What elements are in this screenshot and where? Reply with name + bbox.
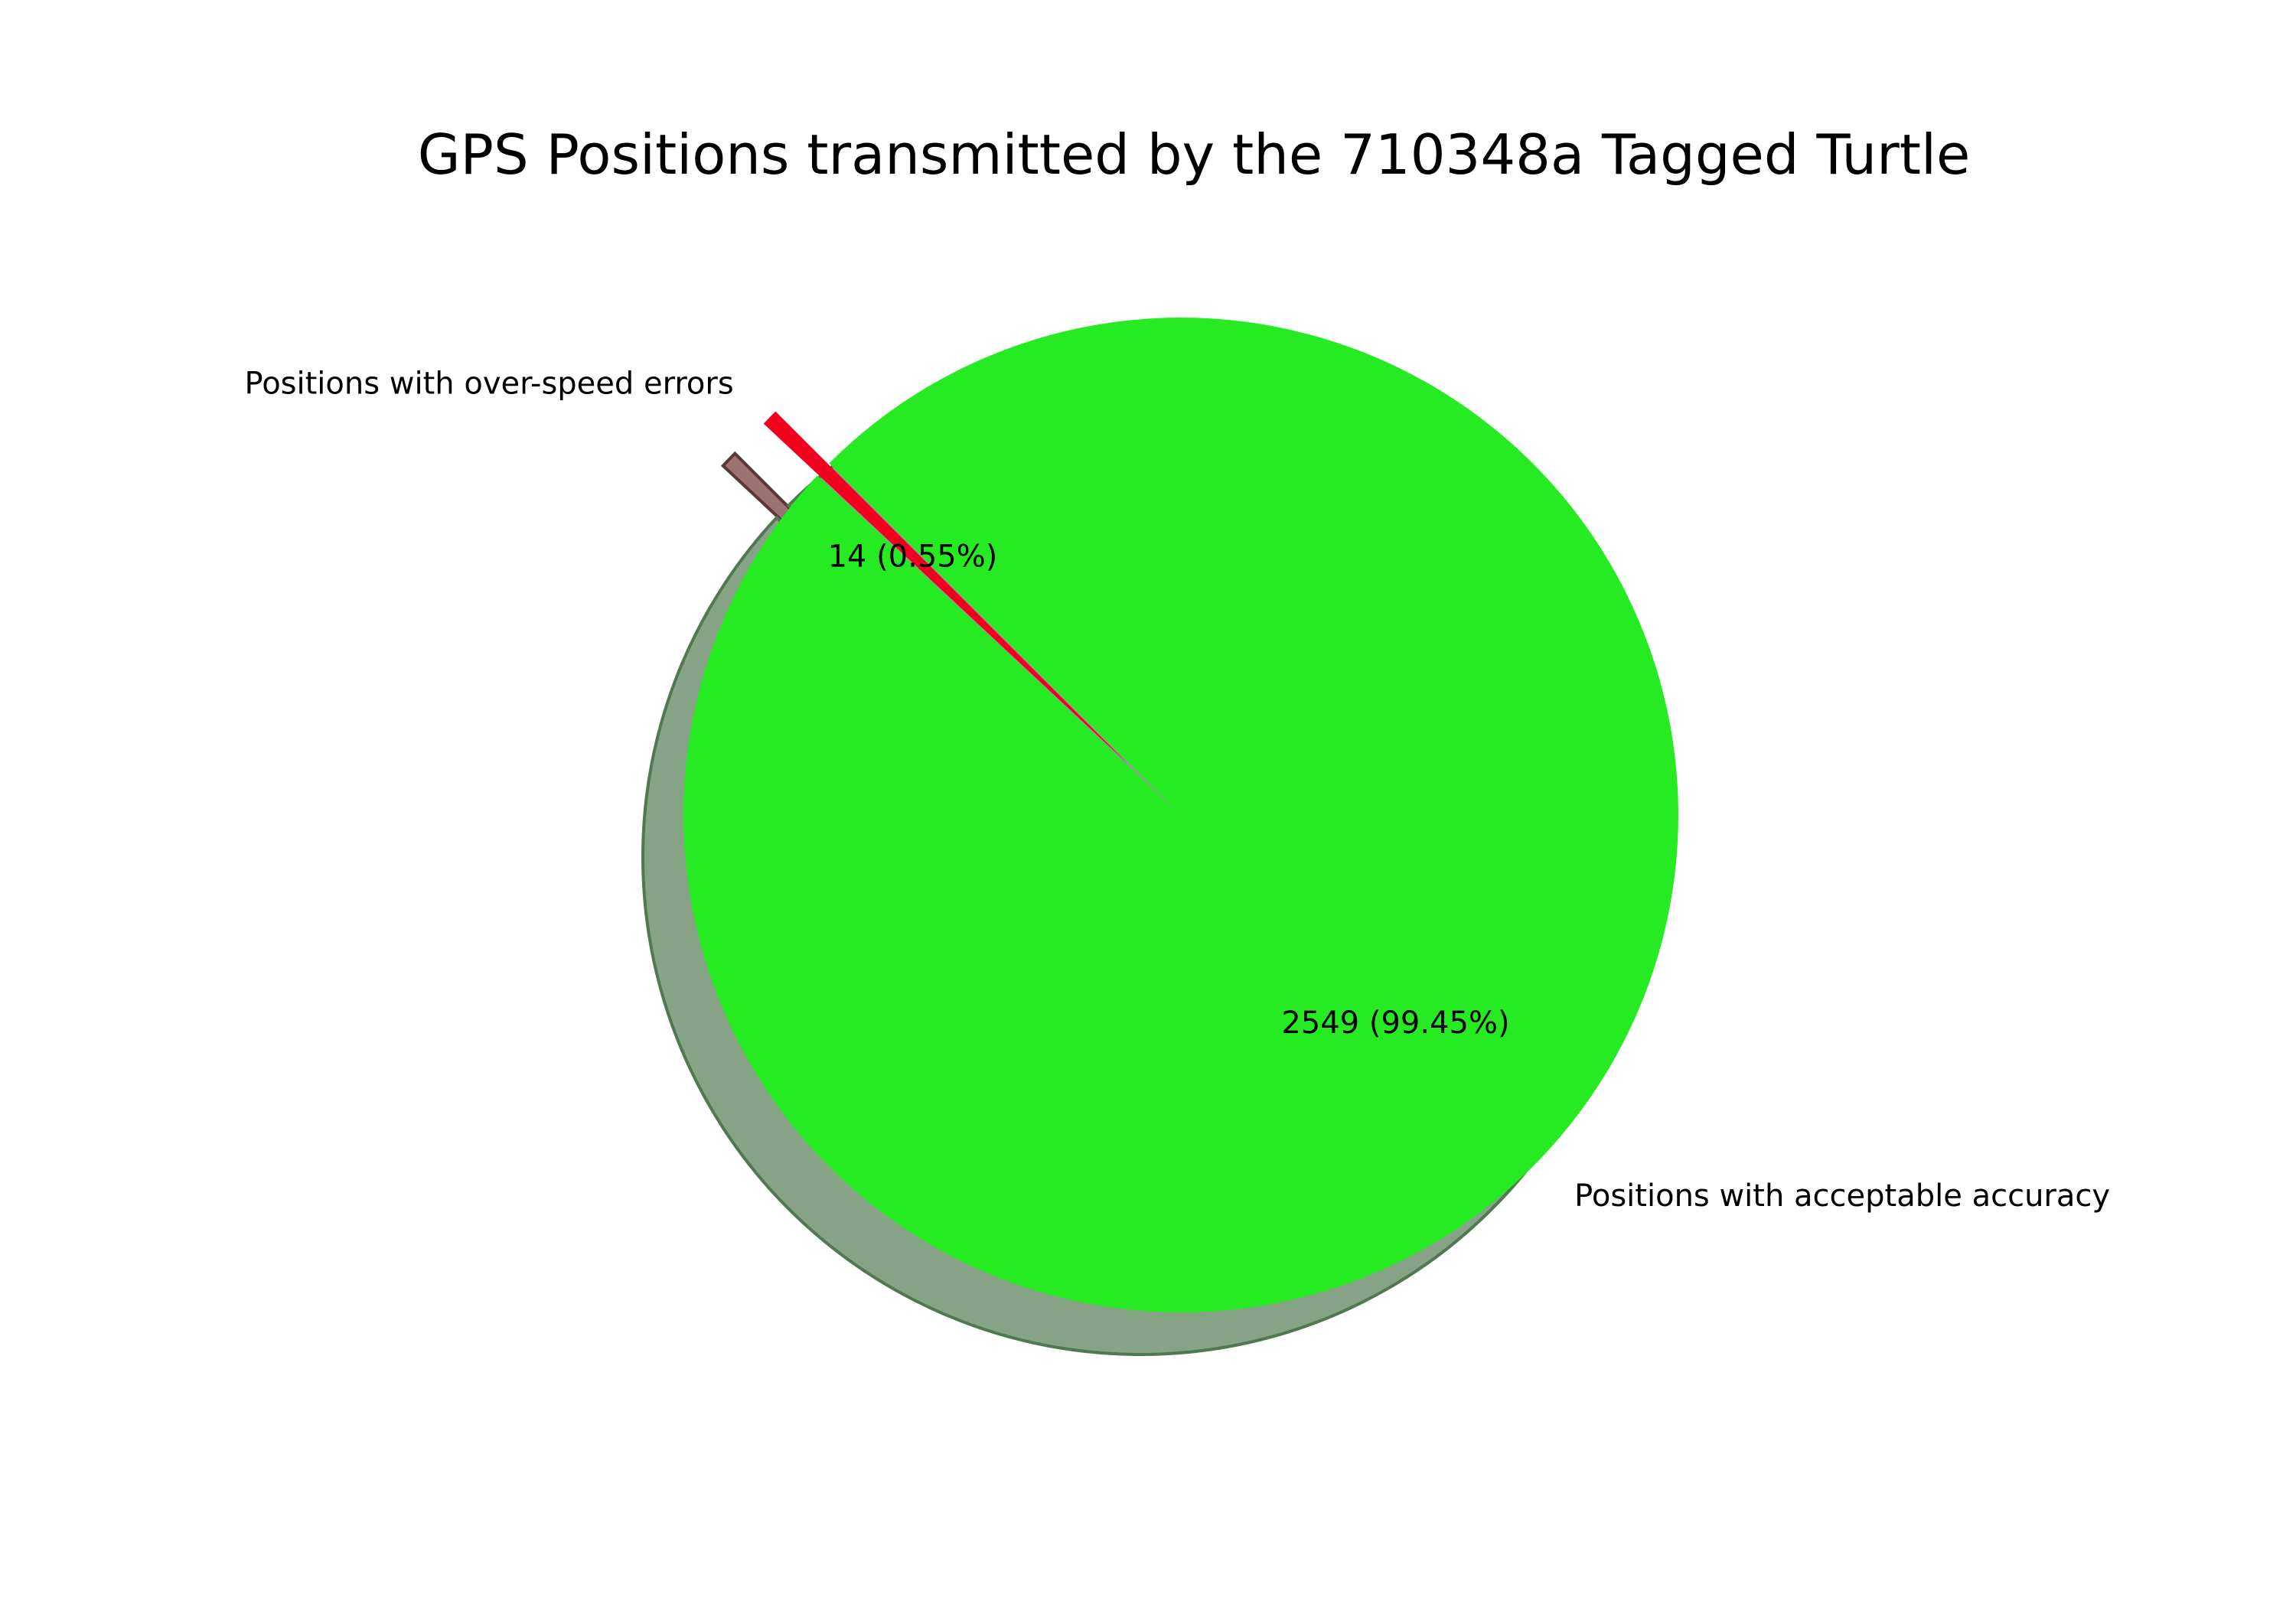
slice-value-label-over-speed: 14 (0.55%) [827, 539, 997, 574]
slice-label-over-speed: Positions with over-speed errors [245, 366, 734, 401]
pie-slice-1 [683, 318, 1678, 1313]
pie-slice-0 [763, 411, 1127, 764]
pie-slices [683, 318, 1678, 1313]
chart-title: GPS Positions transmitted by the 710348a… [418, 122, 1971, 187]
slice-label-acceptable: Positions with acceptable accuracy [1574, 1178, 2110, 1214]
slice-value-label-acceptable: 2549 (99.45%) [1281, 1006, 1509, 1041]
